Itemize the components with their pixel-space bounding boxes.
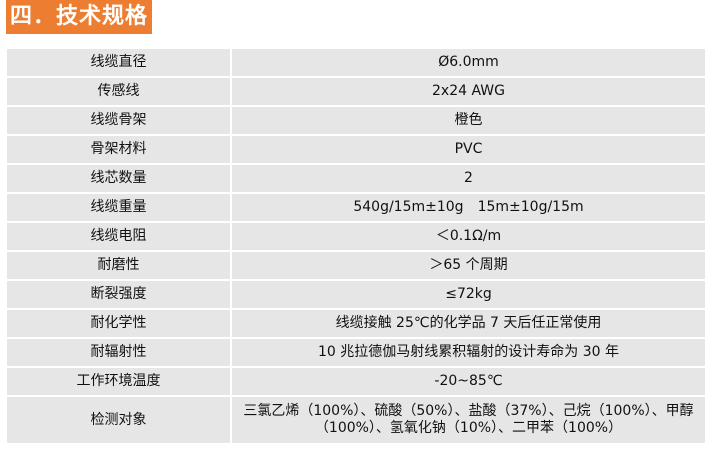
table-row: 检测对象 三氯乙烯（100%）、硫酸（50%）、盐酸（37%）、己烷（100%）、… [5, 395, 707, 445]
table-row: 耐辐射性 10 兆拉德伽马射线累积辐射的设计寿命为 30 年 [5, 337, 707, 368]
spec-label: 传感线 [5, 76, 232, 107]
table-row: 线缆骨架 橙色 [5, 105, 707, 136]
spec-value: ≤72kg [230, 279, 707, 310]
table-row: 线缆电阻 ＜0.1Ω/m [5, 221, 707, 252]
spec-label: 断裂强度 [5, 279, 232, 310]
spec-label: 骨架材料 [5, 134, 232, 165]
spec-label: 线缆电阻 [5, 221, 232, 252]
spec-value: 三氯乙烯（100%）、硫酸（50%）、盐酸（37%）、己烷（100%）、甲醇（1… [230, 395, 707, 445]
spec-label: 耐辐射性 [5, 337, 232, 368]
spec-value: 10 兆拉德伽马射线累积辐射的设计寿命为 30 年 [230, 337, 707, 368]
table-row: 传感线 2x24 AWG [5, 76, 707, 107]
spec-value: 2 [230, 163, 707, 194]
spec-label: 线芯数量 [5, 163, 232, 194]
spec-value: -20~85℃ [230, 366, 707, 397]
spec-value: ＞65 个周期 [230, 250, 707, 281]
table-row: 耐磨性 ＞65 个周期 [5, 250, 707, 281]
spec-value: ＜0.1Ω/m [230, 221, 707, 252]
spec-value: 540g/15m±10g 15m±10g/15m [230, 192, 707, 223]
spec-label: 线缆直径 [5, 47, 232, 78]
spec-value: 橙色 [230, 105, 707, 136]
spec-table: 线缆直径 Ø6.0mm 传感线 2x24 AWG 线缆骨架 橙色 骨架材料 PVC 线芯数量 2 线… [5, 47, 707, 445]
spec-label: 耐化学性 [5, 308, 232, 339]
spec-label: 工作环境温度 [5, 366, 232, 397]
spec-value: 线缆接触 25℃的化学品 7 天后任正常使用 [230, 308, 707, 339]
spec-label: 线缆骨架 [5, 105, 232, 136]
table-row: 耐化学性 线缆接触 25℃的化学品 7 天后任正常使用 [5, 308, 707, 339]
table-row: 断裂强度 ≤72kg [5, 279, 707, 310]
table-row: 工作环境温度 -20~85℃ [5, 366, 707, 397]
spec-label: 线缆重量 [5, 192, 232, 223]
table-row: 线缆重量 540g/15m±10g 15m±10g/15m [5, 192, 707, 223]
table-row: 线缆直径 Ø6.0mm [5, 47, 707, 78]
spec-label: 耐磨性 [5, 250, 232, 281]
spec-value: Ø6.0mm [230, 47, 707, 78]
spec-value: PVC [230, 134, 707, 165]
spec-label: 检测对象 [5, 395, 232, 445]
section-title: 四．技术规格 [6, 0, 153, 34]
table-row: 线芯数量 2 [5, 163, 707, 194]
table-row: 骨架材料 PVC [5, 134, 707, 165]
spec-value: 2x24 AWG [230, 76, 707, 107]
